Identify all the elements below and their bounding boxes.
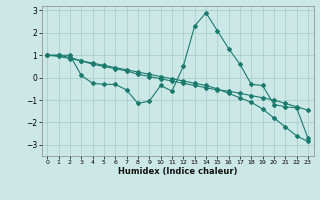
X-axis label: Humidex (Indice chaleur): Humidex (Indice chaleur) bbox=[118, 167, 237, 176]
